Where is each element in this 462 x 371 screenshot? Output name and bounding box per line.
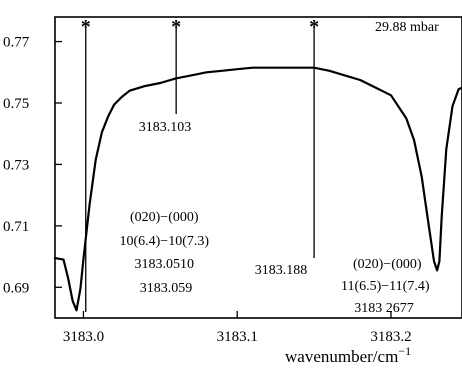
x-axis-label: wavenumber/cm−1 [285, 344, 411, 366]
annotation-1-text: (020)−(000) 10(6.4)−10(7.3) 3183.0510 31… [119, 210, 212, 296]
annotation-1-line-2: 10(6.4)−10(7.3) [119, 234, 209, 249]
annotation-4-line-1: (020)−(000) [353, 257, 422, 272]
annotation-3-asterisk: * [309, 16, 319, 38]
annotation-4-line-2: 11(6.5)−11(7.4) [341, 279, 430, 294]
x-tick-label-2: 3183.1 [217, 329, 258, 345]
y-tick-label-1: 0.69 [3, 280, 29, 296]
annotation-1-line-3: 3183.0510 [135, 257, 195, 272]
annotation-4-text: (020)−(000) 11(6.5)−11(7.4) 3183 2677 [341, 257, 433, 316]
annotation-2-text: 3183.103 [139, 120, 192, 135]
y-tick-label-3: 0.73 [3, 157, 29, 173]
x-axis-label-text: wavenumber/cm [285, 347, 398, 366]
spectrum-line [53, 66, 462, 312]
annotation-2-asterisk: * [171, 16, 181, 38]
y-tick-label-5: 0.77 [3, 35, 30, 51]
y-tick-label-4: 0.75 [3, 96, 29, 112]
x-tick-label-1: 3183.0 [63, 329, 104, 345]
annotation-1-line-1: (020)−(000) [130, 210, 199, 225]
annotation-1-line-4: 3183.059 [140, 281, 193, 296]
y-tick-label-2: 0.71 [3, 219, 29, 235]
plot-frame [54, 16, 462, 319]
annotation-3-text: 3183.188 [255, 263, 308, 278]
x-tick-label-3: 3183.2 [370, 329, 411, 345]
x-axis-label-exponent: −1 [398, 344, 411, 358]
pressure-label: 29.88 mbar [375, 20, 439, 35]
annotation-1-asterisk: * [81, 16, 91, 38]
annotation-4-line-3: 3183 2677 [354, 301, 414, 316]
